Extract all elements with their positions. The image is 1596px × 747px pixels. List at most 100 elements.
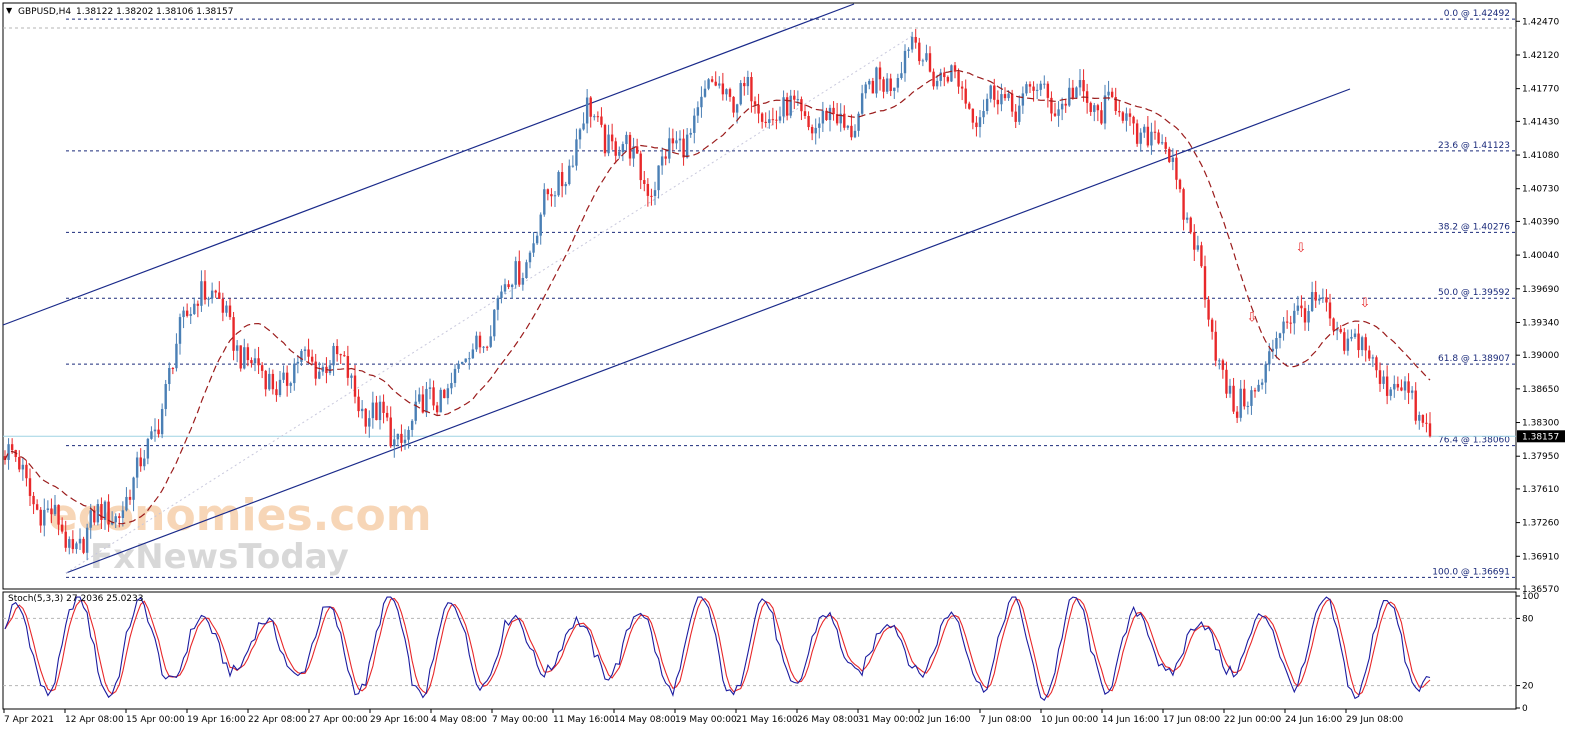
candle-body <box>550 194 553 197</box>
candle-body <box>164 384 167 410</box>
chart-frames <box>2 2 1517 710</box>
candle-body <box>189 314 192 316</box>
candle-body <box>246 347 250 361</box>
candle-body <box>203 281 207 300</box>
candle-body <box>282 372 285 380</box>
candle-body <box>1103 95 1107 124</box>
candle-body <box>1278 333 1282 339</box>
candle-body <box>1303 308 1307 323</box>
collapse-triangle-icon[interactable]: ▼ <box>6 6 13 15</box>
candle-body <box>93 510 96 523</box>
candle-body <box>678 138 682 141</box>
candle-body <box>414 401 417 421</box>
time-tick-label: 4 May 08:00 <box>431 715 487 725</box>
price-tick-label: 1.42470 <box>1522 17 1559 27</box>
candle-body <box>746 76 750 87</box>
candle-body <box>1307 311 1310 323</box>
time-tick-label: 10 Jun 00:00 <box>1041 715 1098 725</box>
candle-body <box>1314 292 1317 301</box>
candle-body <box>693 115 696 133</box>
candle-body <box>160 409 164 435</box>
candle-body <box>1232 385 1235 412</box>
candle-body <box>1150 131 1153 146</box>
price-tick-label: 1.36570 <box>1522 585 1559 595</box>
candle-body <box>225 305 228 313</box>
candle-body <box>1282 321 1285 334</box>
candle-body <box>89 510 92 528</box>
fib-trend-line <box>65 35 913 574</box>
candle-body <box>1146 126 1150 146</box>
candle-body <box>18 457 21 470</box>
candle-body <box>110 522 114 525</box>
candle-body <box>107 501 110 525</box>
candle-body <box>1343 332 1346 351</box>
candle-body <box>721 83 725 95</box>
candle-body <box>57 504 60 525</box>
price-channel[interactable] <box>2 3 1351 574</box>
candle-body <box>921 60 925 62</box>
candle-body <box>435 405 439 413</box>
candle-body <box>1089 102 1092 112</box>
channel-lower-line <box>65 88 1351 574</box>
candle-body <box>589 97 592 117</box>
candle-body <box>310 356 314 362</box>
candle-body <box>928 53 932 72</box>
stoch-tick-label: 20 <box>1522 682 1534 692</box>
candle-body <box>285 372 289 386</box>
time-tick-label: 7 May 00:00 <box>492 715 548 725</box>
candle-body <box>1257 384 1260 392</box>
candle-body <box>796 99 800 101</box>
candle-body <box>503 284 507 292</box>
candle-body <box>907 49 910 51</box>
candle-body <box>803 111 807 116</box>
candle-body <box>371 402 375 419</box>
candle-body <box>1050 97 1053 114</box>
candle-body <box>46 508 50 510</box>
candle-body <box>328 365 332 374</box>
candle-body <box>182 310 185 318</box>
candle-body <box>932 71 935 87</box>
candle-body <box>303 349 307 351</box>
candle-body <box>64 531 67 548</box>
price-tick-label: 1.39340 <box>1522 318 1559 328</box>
candle-body <box>82 538 85 553</box>
candle-body <box>1160 142 1164 144</box>
candle-body <box>1353 333 1357 337</box>
fibonacci-levels[interactable]: 0.0 @ 1.42492 23.6 @ 1.41123 38.2 @ 1.4027… <box>3 9 1516 578</box>
watermark: economies.com FxNewsToday <box>48 490 432 577</box>
candle-body <box>210 290 214 299</box>
candle-body <box>600 116 603 125</box>
price-tick-label: 1.40040 <box>1522 251 1559 261</box>
candle-body <box>578 129 582 140</box>
candle-body <box>196 303 200 306</box>
candle-body <box>532 243 535 253</box>
candle-body <box>510 284 514 288</box>
candle-body <box>393 439 396 447</box>
candle-body <box>985 98 989 112</box>
candle-body <box>878 67 882 80</box>
candle-body <box>1035 89 1039 91</box>
candle-body <box>1053 113 1057 116</box>
candle-body <box>821 110 825 124</box>
stoch-frame <box>2 591 1517 710</box>
candle-body <box>785 97 789 116</box>
candle-body <box>1168 148 1171 162</box>
candle-body <box>357 396 360 412</box>
candle-body <box>1075 87 1078 98</box>
candle-body <box>482 346 485 348</box>
candle-body <box>918 42 921 62</box>
candle-body <box>882 79 885 92</box>
candle-body <box>557 172 560 196</box>
time-tick-label: 14 May 08:00 <box>614 715 676 725</box>
candle-body <box>1189 217 1192 233</box>
candle-body <box>407 429 410 440</box>
candle-body <box>1135 123 1139 144</box>
candle-body <box>228 305 232 318</box>
candle-body <box>1300 305 1303 309</box>
candle-body <box>68 539 71 548</box>
candle-body <box>1143 126 1146 133</box>
candle-body <box>607 134 610 154</box>
candle-body <box>793 95 796 100</box>
